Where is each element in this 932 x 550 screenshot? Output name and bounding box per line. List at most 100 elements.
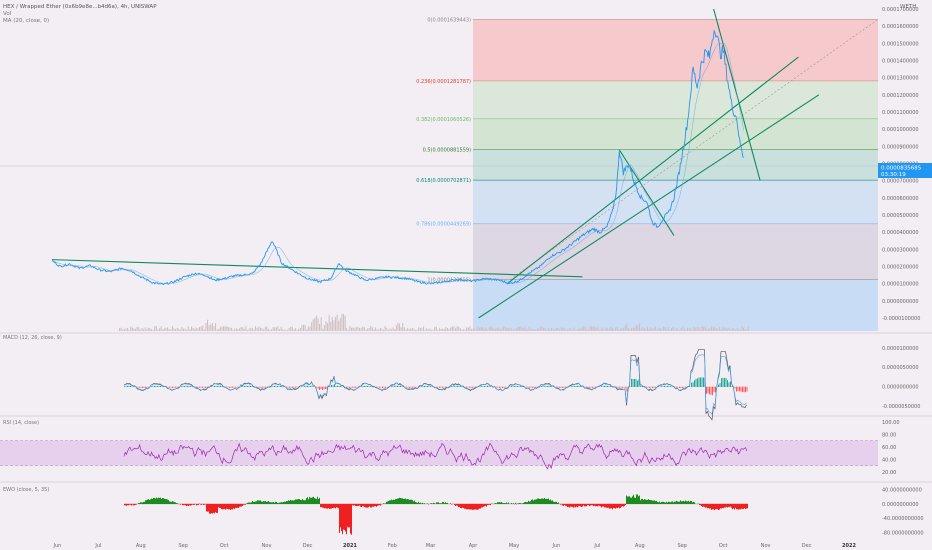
volume-bar <box>679 329 681 331</box>
ewo-bar <box>428 503 429 505</box>
ewo-bar <box>301 499 302 505</box>
trend-lines[interactable] <box>51 8 820 319</box>
ewo-bar <box>582 503 583 507</box>
price-axis-tick: 0.0000700000 <box>882 179 919 185</box>
volume-bar <box>696 327 698 331</box>
macd-histogram-bar <box>691 382 692 388</box>
ewo-bar <box>175 502 176 505</box>
ewo-bar <box>407 498 408 505</box>
volume-bar <box>464 329 466 331</box>
ewo-bar <box>209 503 210 514</box>
volume-bar <box>162 329 164 331</box>
volume-bar <box>736 327 738 331</box>
ewo-bar <box>198 503 199 506</box>
fibonacci-retracement[interactable]: 0(0.0001639443) 0.236(0.0001281787) 0.382(… <box>0 17 879 331</box>
ewo-bar <box>424 503 425 505</box>
ewo-bar <box>201 503 202 505</box>
ewo-bar <box>644 499 645 505</box>
macd-histogram-bar <box>157 385 158 388</box>
macd-histogram-bar <box>544 386 545 388</box>
macd-histogram-bar <box>452 385 454 388</box>
volume-bar <box>136 326 138 331</box>
ewo-bar <box>635 497 636 505</box>
current-price-time: 03:30:19 <box>881 172 906 178</box>
ewo-legend: EWO (close, 5, 35) <box>3 487 49 493</box>
volume-bar <box>224 326 226 331</box>
volume-bar <box>163 328 165 331</box>
ewo-bar <box>699 503 700 506</box>
macd-histogram-bar <box>502 386 503 388</box>
ewo-bar <box>313 496 314 505</box>
ewo-bar <box>193 503 194 505</box>
ewo-bar <box>230 503 231 510</box>
macd-axis-tick: -0.0000050000 <box>882 404 920 410</box>
ewo-bar <box>620 503 621 508</box>
macd-histogram-bar <box>382 386 383 389</box>
macd-histogram-bar <box>670 386 671 388</box>
ewo-bar <box>521 503 522 505</box>
price-axis-tick: 0.0000600000 <box>882 196 919 202</box>
volume-bar <box>245 326 247 331</box>
volume-bar <box>315 315 317 331</box>
volume-bar <box>264 326 266 331</box>
ewo-bar <box>566 503 567 507</box>
macd-histogram-bar <box>553 386 554 388</box>
volume-bar <box>189 329 191 331</box>
ewo-bar <box>379 503 380 506</box>
macd-histogram-bar <box>311 385 313 388</box>
volume-bar <box>690 327 692 331</box>
ewo-bar <box>325 503 326 508</box>
volume-bar <box>456 326 458 331</box>
time-axis[interactable]: Jun Jul Aug Sep Oct Nov Dec 2021 Feb Mar Apr May Jun… <box>52 543 856 549</box>
ewo-bar <box>213 503 214 513</box>
volume-bar <box>410 328 412 331</box>
volume-bar <box>227 327 229 331</box>
volume-bar <box>447 328 449 331</box>
ewo-bar <box>686 501 687 505</box>
ewo-bar <box>427 503 428 505</box>
volume-bar <box>416 329 418 331</box>
macd-histogram-bar <box>676 386 677 388</box>
time-axis-tick: Jul <box>593 543 600 549</box>
macd-histogram-bar <box>712 386 713 396</box>
ewo-bar <box>169 501 170 505</box>
ewo-bar <box>205 503 206 505</box>
macd-histogram-bar <box>448 386 449 388</box>
volume-bar <box>493 328 495 331</box>
ewo-bar <box>636 494 637 505</box>
macd-histogram-bar <box>178 386 179 388</box>
price-axis-tick: 0.0001000000 <box>882 127 919 133</box>
volume-bar <box>571 329 573 331</box>
volume-bar <box>184 328 186 331</box>
ewo-bar <box>389 500 390 505</box>
ewo-bar <box>269 502 270 505</box>
volume-bar <box>520 326 522 331</box>
ewo-bar <box>196 503 197 506</box>
macd-histogram-bar <box>367 385 368 388</box>
macd-histogram-bar <box>416 386 418 388</box>
ewo-bar <box>610 503 611 509</box>
volume-bar <box>552 328 554 331</box>
volume-bar <box>514 329 516 331</box>
ewo-bar <box>595 503 596 507</box>
volume-bar <box>595 327 597 331</box>
macd-histogram-bar <box>512 386 514 388</box>
macd-histogram-bar <box>287 386 289 388</box>
volume-bar <box>203 329 205 331</box>
volume-bar <box>251 328 253 331</box>
ewo-bar <box>366 503 367 508</box>
macd-histogram-bar <box>181 386 182 388</box>
fib-zone <box>473 149 878 181</box>
macd-histogram-bar <box>590 386 592 388</box>
volume-bar <box>351 327 353 331</box>
ewo-bar <box>256 501 257 505</box>
ewo-bar <box>576 503 577 507</box>
price-axis-tick: 0.0001200000 <box>882 93 919 99</box>
ewo-bar <box>172 501 173 505</box>
ewo-bar <box>346 503 347 535</box>
macd-histogram-bar <box>455 385 457 388</box>
ewo-bar <box>484 503 485 507</box>
ewo-bar <box>535 499 536 505</box>
ewo-bar <box>685 500 686 505</box>
ewo-bar <box>399 497 400 505</box>
